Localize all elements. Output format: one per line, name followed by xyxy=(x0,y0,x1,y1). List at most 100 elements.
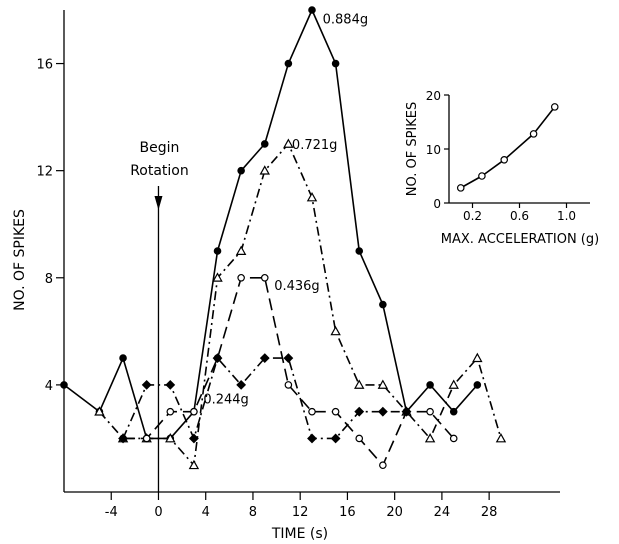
series-0-721g-point xyxy=(377,379,389,389)
series-0-884g-point xyxy=(355,247,364,255)
series-0-721g-point xyxy=(259,165,270,175)
series-0-244g-point xyxy=(259,353,270,364)
series-0-721g-point xyxy=(235,245,247,255)
series-0-884g-point xyxy=(449,407,458,416)
inset-series xyxy=(456,103,559,192)
y-tick-label: 8 xyxy=(45,272,53,287)
x-tick-label: 20 xyxy=(386,505,403,520)
series-0-436g-point xyxy=(379,461,387,470)
inset-y-tick-label: 20 xyxy=(426,89,441,103)
series-0-244g-point xyxy=(330,433,341,444)
series-0-884g-point xyxy=(308,6,316,14)
series-0-436g-point xyxy=(166,407,175,416)
y-axis-title: NO. OF SPIKES xyxy=(12,209,28,311)
x-tick-label: 0 xyxy=(154,505,162,520)
annotation-arrowhead xyxy=(154,196,163,210)
series-0-436g-point xyxy=(260,273,269,282)
series-0-721g-point xyxy=(306,192,318,202)
x-tick-label: 24 xyxy=(434,505,451,520)
series-0-244g-label: 0.244g xyxy=(203,393,248,408)
series-0-436g-point xyxy=(331,407,340,416)
main-axes: -4 0 4 8 12 16 20 24 28 4 8 12 16 xyxy=(36,10,560,520)
series-0-244g-point xyxy=(354,406,365,417)
inset-x-axis-title: MAX. ACCELERATION (g) xyxy=(441,232,599,247)
x-tick-label: 4 xyxy=(202,505,210,520)
series-0-884g-line xyxy=(63,9,478,440)
series-0-244g-point xyxy=(236,379,247,390)
series-0-244g-point xyxy=(165,379,176,390)
annotation-line-rotation: Rotation xyxy=(130,163,189,179)
inset-y-axis-title: NO. OF SPIKES xyxy=(405,102,420,196)
series-0-884g-point xyxy=(473,381,482,389)
annotation-line-begin: Begin xyxy=(140,140,180,156)
series-0-436g-label: 0.436g xyxy=(274,279,319,294)
y-tick-label: 4 xyxy=(45,379,53,394)
x-tick-label: 8 xyxy=(249,505,257,520)
series-0-244g-point xyxy=(141,379,152,390)
series-0-436g-point xyxy=(190,407,198,416)
series-0-884g-point xyxy=(213,247,222,255)
series-0-244g-point xyxy=(118,433,128,444)
series-0-436g: 0.436g xyxy=(119,273,458,470)
inset-x-tick-label: 1.0 xyxy=(557,209,576,223)
series-0-436g-point xyxy=(426,407,434,416)
inset-series-0-line xyxy=(460,106,556,189)
x-tick-label: 12 xyxy=(292,505,309,520)
series-0-721g-point xyxy=(472,352,483,363)
inset-plot: 0.2 0.6 1.0 0 10 20 MAX. ACCELERATION (g) NO.… xyxy=(405,89,599,247)
inset-series-0-point xyxy=(500,156,509,164)
x-tick-label: 16 xyxy=(339,505,356,520)
series-0-244g-point xyxy=(401,406,412,417)
series-0-436g-point xyxy=(308,407,316,416)
inset-x-tick-label: 0.2 xyxy=(463,209,482,223)
series-0-244g-line xyxy=(122,357,407,440)
x-tick-label: 28 xyxy=(481,505,498,520)
series-0-884g-point xyxy=(119,354,127,362)
series-0-721g-point xyxy=(495,433,507,443)
series-0-721g-point xyxy=(330,325,341,336)
series-0-721g-point xyxy=(448,379,459,389)
begin-rotation-annotation: Begin Rotation xyxy=(130,140,189,492)
series-0-721g-point xyxy=(212,272,223,282)
series-0-721g-label: 0.721g xyxy=(292,138,337,153)
inset-y-tick-label: 10 xyxy=(426,143,441,157)
inset-y-tick-label: 0 xyxy=(433,197,441,211)
x-tick-label: -4 xyxy=(105,505,118,520)
inset-series-0-point xyxy=(550,103,559,111)
series-0-436g-point xyxy=(237,273,245,282)
series-0-884g-point xyxy=(284,59,293,68)
series-0-884g-point xyxy=(60,381,68,389)
series-0-721g-point xyxy=(94,406,105,416)
inset-series-0-point xyxy=(456,184,465,192)
y-tick-label: 12 xyxy=(36,165,53,180)
series-0-721g-point xyxy=(188,459,200,470)
series-0-721g-line xyxy=(98,143,502,467)
series-0-721g-point xyxy=(354,379,365,389)
inset-axes: 0.2 0.6 1.0 0 10 20 xyxy=(426,89,590,223)
inset-series-0 xyxy=(456,103,559,192)
inset-x-tick-label: 0.6 xyxy=(510,209,529,223)
series-0-244g: 0.244g xyxy=(118,353,412,444)
x-axis-title: TIME (s) xyxy=(271,526,328,542)
series-0-436g-point xyxy=(449,434,458,443)
main-plot: -4 0 4 8 12 16 20 24 28 4 8 12 16 0.884g 0.721g 0.436g… xyxy=(12,6,560,542)
series-0-884g: 0.884g xyxy=(60,6,482,443)
series-0-244g-point xyxy=(188,433,199,444)
series-0-721g-point xyxy=(424,433,436,443)
series-0-884g-label: 0.884g xyxy=(323,12,368,27)
series-0-884g-point xyxy=(260,140,269,148)
series-0-884g-point xyxy=(379,300,387,309)
series-0-436g-point xyxy=(142,434,151,443)
main-series: 0.884g 0.721g 0.436g 0.244g xyxy=(60,6,507,470)
series-0-244g-point xyxy=(212,353,223,364)
series-0-436g-point xyxy=(355,434,364,443)
series-0-436g-line xyxy=(123,276,455,467)
series-0-884g-point xyxy=(331,59,340,68)
series-0-436g-point xyxy=(284,381,293,389)
inset-series-0-point xyxy=(478,172,486,180)
series-0-244g-point xyxy=(377,406,388,417)
series-0-884g-point xyxy=(426,381,434,389)
series-0-721g-point xyxy=(283,138,294,148)
inset-series-0-point xyxy=(529,130,538,138)
